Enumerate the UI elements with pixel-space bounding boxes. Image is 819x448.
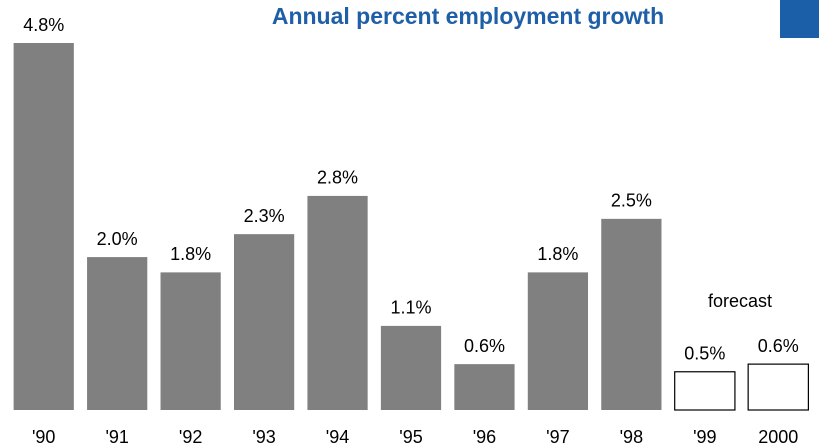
bar	[87, 257, 148, 410]
x-tick-label: '90	[32, 427, 55, 447]
bar	[747, 363, 809, 411]
x-tick-label: '95	[399, 427, 422, 447]
x-tick-label: '98	[620, 427, 643, 447]
x-tick-label: '94	[326, 427, 349, 447]
data-label: 1.1%	[390, 298, 431, 318]
data-label: 2.3%	[244, 206, 285, 226]
data-label: 1.8%	[537, 244, 578, 264]
annotation: forecast	[708, 291, 772, 311]
bar	[527, 272, 589, 410]
data-label: 2.8%	[317, 168, 358, 188]
x-tick-label: '96	[473, 427, 496, 447]
bar	[674, 371, 736, 411]
data-label: 0.6%	[758, 336, 799, 356]
bar	[233, 234, 295, 410]
x-tick-label: '99	[693, 427, 716, 447]
bar	[454, 364, 515, 410]
data-label: 0.5%	[684, 344, 725, 364]
data-label: 0.6%	[464, 336, 505, 356]
bar	[13, 43, 74, 410]
data-label: 4.8%	[23, 15, 64, 35]
bar	[601, 218, 662, 410]
x-tick-label: '92	[179, 427, 202, 447]
x-tick-label: 2000	[758, 427, 798, 447]
bar	[307, 195, 368, 410]
x-tick-label: '97	[546, 427, 569, 447]
x-tick-label: '91	[105, 427, 128, 447]
corner-decoration	[780, 0, 819, 38]
bar	[380, 325, 442, 410]
x-tick-label: '93	[252, 427, 275, 447]
bar	[160, 272, 221, 410]
chart-title: Annual percent employment growth	[272, 3, 664, 29]
data-label: 2.5%	[611, 191, 652, 211]
data-label: 2.0%	[97, 229, 138, 249]
data-label: 1.8%	[170, 244, 211, 264]
